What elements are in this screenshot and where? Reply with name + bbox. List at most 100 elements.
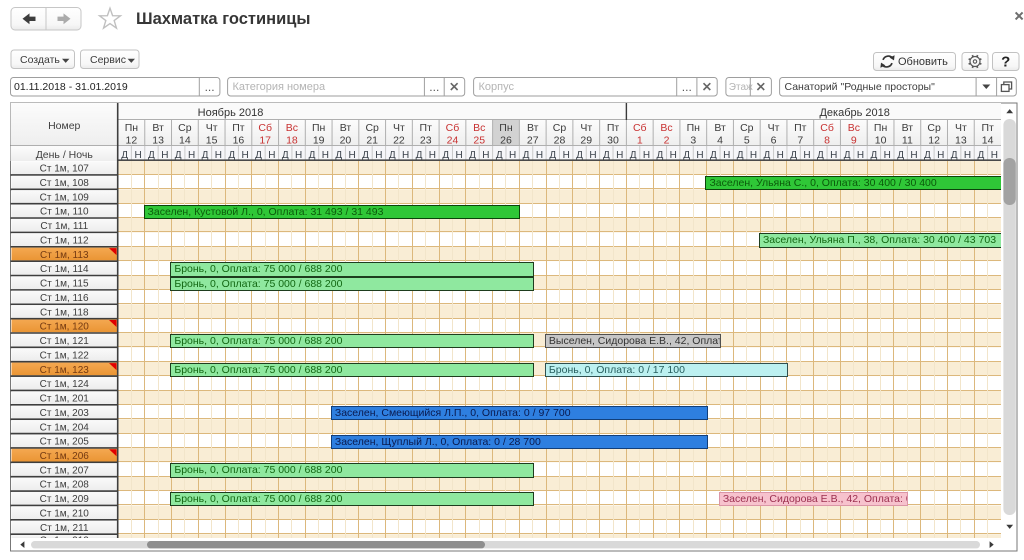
svg-text:26: 26 — [500, 135, 512, 147]
svg-text:Д: Д — [951, 150, 958, 161]
svg-text:4: 4 — [717, 135, 723, 147]
svg-text:Д: Д — [523, 150, 530, 161]
svg-text:Чт: Чт — [206, 122, 218, 134]
svg-text:Ст 1м, 205: Ст 1м, 205 — [40, 437, 90, 448]
svg-text:Н: Н — [215, 150, 222, 161]
svg-text:Д: Д — [683, 150, 690, 161]
svg-text:Корпус: Корпус — [479, 81, 515, 93]
svg-text:Н: Н — [777, 150, 784, 161]
svg-text:Д: Д — [549, 150, 556, 161]
svg-text:3: 3 — [690, 135, 696, 147]
svg-text:8: 8 — [824, 135, 830, 147]
svg-text:Д: Д — [121, 150, 128, 161]
svg-text:Д: Д — [978, 150, 985, 161]
svg-text:Н: Н — [563, 150, 570, 161]
svg-text:25: 25 — [473, 135, 485, 147]
svg-text:Ср: Ср — [178, 122, 192, 134]
svg-text:Д: Д — [362, 150, 369, 161]
svg-text:Ст 1м, 114: Ст 1м, 114 — [40, 264, 89, 275]
svg-text:Ст 1м, 118: Ст 1м, 118 — [40, 307, 89, 318]
svg-text:Ст 1м, 206: Ст 1м, 206 — [40, 451, 90, 462]
svg-text:Н: Н — [937, 150, 944, 161]
svg-text:11: 11 — [902, 135, 913, 147]
svg-text:Д: Д — [255, 150, 262, 161]
svg-text:Д: Д — [844, 150, 851, 161]
svg-text:28: 28 — [554, 135, 566, 147]
svg-text:Ст 1м, 211: Ст 1м, 211 — [40, 523, 89, 534]
svg-text:Пн: Пн — [499, 122, 513, 134]
svg-text:Д: Д — [790, 150, 797, 161]
svg-text:14: 14 — [179, 135, 191, 147]
svg-text:Ст 1м, 208: Ст 1м, 208 — [40, 480, 90, 491]
svg-text:Д: Д — [710, 150, 717, 161]
svg-text:Н: Н — [910, 150, 917, 161]
svg-text:Н: Н — [536, 150, 543, 161]
svg-text:Пт: Пт — [981, 122, 994, 134]
svg-text:Ст 1м, 121: Ст 1м, 121 — [40, 336, 90, 347]
svg-text:Ноябрь 2018: Ноябрь 2018 — [198, 107, 264, 119]
svg-text:Ст 1м, 210: Ст 1м, 210 — [40, 508, 90, 519]
svg-text:29: 29 — [580, 135, 592, 147]
svg-text:Ст 1м, 108: Ст 1м, 108 — [40, 178, 90, 189]
svg-text:Ст 1м, 122: Ст 1м, 122 — [40, 350, 90, 361]
svg-text:Пн: Пн — [687, 122, 701, 134]
svg-text:24: 24 — [447, 135, 459, 147]
svg-text:Н: Н — [482, 150, 489, 161]
svg-text:Ст 1м, 124: Ст 1м, 124 — [40, 379, 90, 390]
svg-text:Ст 1м, 109: Ст 1м, 109 — [40, 192, 90, 203]
svg-text:Ст 1м, 203: Ст 1м, 203 — [40, 408, 90, 419]
svg-text:12: 12 — [126, 135, 138, 147]
svg-text:Пт: Пт — [794, 122, 807, 134]
svg-text:Ср: Ср — [553, 122, 567, 134]
svg-text:15: 15 — [206, 135, 218, 147]
svg-text:Вс: Вс — [473, 122, 485, 134]
svg-text:Ст 1м, 201: Ст 1м, 201 — [40, 394, 90, 405]
svg-text:5: 5 — [744, 135, 750, 147]
svg-text:01.11.2018 - 31.01.2019: 01.11.2018 - 31.01.2019 — [14, 81, 128, 93]
svg-text:Н: Н — [964, 150, 971, 161]
svg-text:Д: Д — [148, 150, 155, 161]
svg-text:Н: Н — [429, 150, 436, 161]
svg-text:Д: Д — [416, 150, 423, 161]
svg-text:Д: Д — [924, 150, 931, 161]
svg-text:30: 30 — [607, 135, 619, 147]
svg-text:23: 23 — [420, 135, 432, 147]
svg-text:Ст 1м, 107: Ст 1м, 107 — [40, 164, 90, 175]
svg-text:Вс: Вс — [660, 122, 672, 134]
svg-text:Ст 1м, 112: Ст 1м, 112 — [40, 235, 89, 246]
svg-text:День / Ночь: День / Ночь — [36, 149, 94, 161]
svg-text:Д: Д — [871, 150, 878, 161]
svg-text:Н: Н — [991, 150, 998, 161]
svg-text:Ст 1м, 110: Ст 1м, 110 — [40, 207, 89, 218]
svg-text:Сб: Сб — [258, 122, 272, 134]
svg-text:Д: Д — [603, 150, 610, 161]
svg-text:Н: Н — [268, 150, 275, 161]
svg-text:Номер: Номер — [48, 120, 80, 132]
svg-text:Н: Н — [750, 150, 757, 161]
svg-text:Обновить: Обновить — [898, 56, 948, 68]
svg-text:Д: Д — [282, 150, 289, 161]
svg-text:Шахматка гостиницы: Шахматка гостиницы — [136, 10, 310, 28]
svg-text:Д: Д — [496, 150, 503, 161]
svg-text:Декабрь 2018: Декабрь 2018 — [819, 107, 889, 119]
svg-text:Н: Н — [161, 150, 168, 161]
svg-text:Чт: Чт — [580, 122, 592, 134]
svg-text:...: ... — [429, 80, 439, 94]
svg-text:Н: Н — [322, 150, 329, 161]
svg-text:Ст 1м, 113: Ст 1м, 113 — [40, 250, 89, 261]
svg-text:Д: Д — [469, 150, 476, 161]
svg-text:Чт: Чт — [955, 122, 967, 134]
svg-text:Вт: Вт — [714, 122, 726, 134]
svg-text:Ст 1м, 207: Ст 1м, 207 — [40, 465, 90, 476]
svg-text:14: 14 — [982, 135, 994, 147]
svg-text:Пт: Пт — [607, 122, 620, 134]
svg-text:6: 6 — [771, 135, 777, 147]
svg-text:Н: Н — [589, 150, 596, 161]
svg-text:13: 13 — [955, 135, 967, 147]
svg-text:Сб: Сб — [820, 122, 834, 134]
svg-text:Ср: Ср — [365, 122, 379, 134]
svg-text:Д: Д — [897, 150, 904, 161]
svg-text:Сб: Сб — [633, 122, 647, 134]
svg-text:Д: Д — [763, 150, 770, 161]
svg-text:Сб: Сб — [446, 122, 460, 134]
